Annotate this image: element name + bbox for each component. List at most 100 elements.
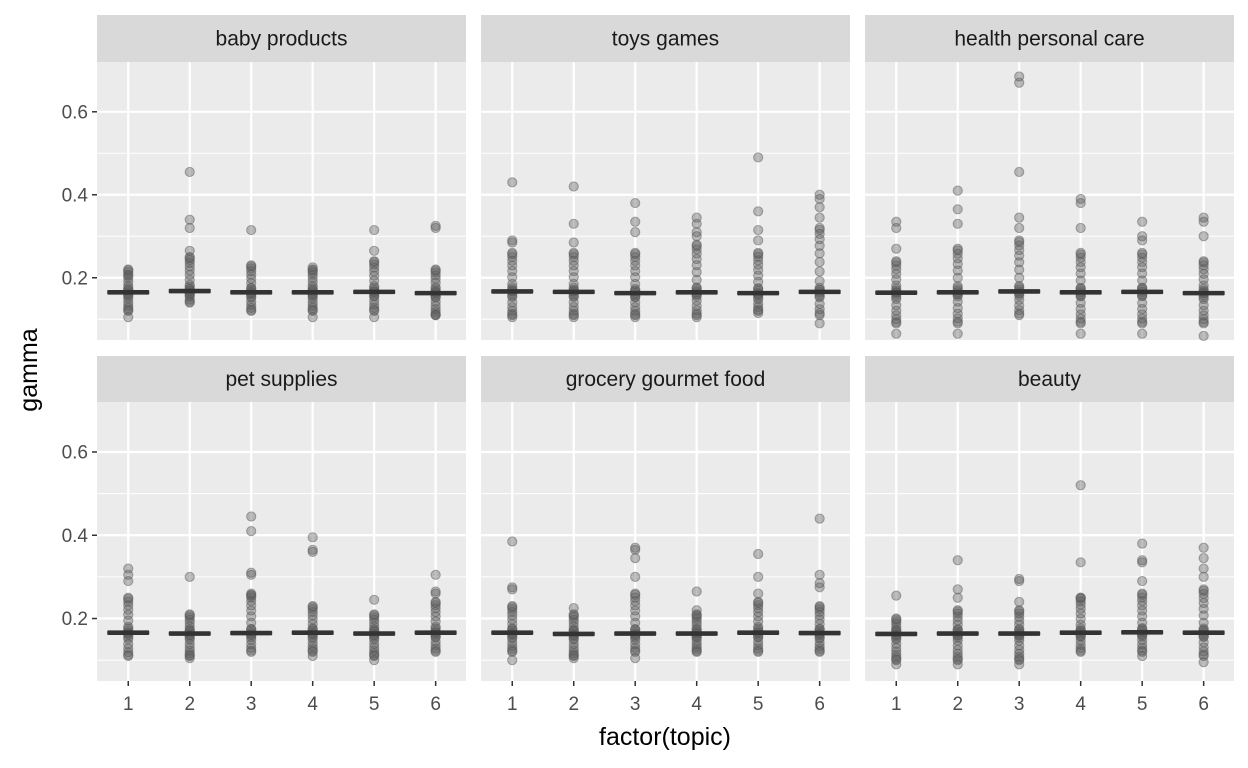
data-point — [891, 659, 902, 670]
data-point — [814, 266, 825, 277]
x-axis-title: factor(topic) — [599, 723, 731, 751]
data-point — [691, 239, 702, 250]
data-point — [507, 584, 518, 595]
data-point — [952, 648, 963, 659]
data-point — [1075, 596, 1086, 607]
data-point — [1137, 642, 1148, 654]
data-point — [1198, 305, 1209, 316]
data-point — [814, 202, 825, 213]
data-point — [507, 637, 518, 648]
data-point — [369, 256, 380, 267]
data-point — [1198, 637, 1209, 648]
data-point — [691, 274, 702, 285]
median-bar — [1121, 289, 1164, 295]
data-point — [753, 270, 764, 281]
facet-panel-2: toys games — [481, 15, 850, 340]
median-bar — [168, 631, 211, 636]
median-bar — [491, 289, 534, 294]
data-point — [1075, 247, 1086, 258]
data-point — [891, 243, 902, 254]
data-point — [753, 600, 764, 611]
data-point — [1198, 649, 1209, 660]
facet-strip — [865, 356, 1234, 402]
x-tick-label: 6 — [430, 694, 441, 715]
data-point — [1198, 592, 1209, 604]
data-point — [1075, 592, 1086, 603]
data-point — [1137, 650, 1148, 662]
facet-panel-3: health personal care — [865, 15, 1234, 341]
data-point — [1075, 328, 1086, 339]
data-point — [952, 608, 963, 619]
x-tick-label: 4 — [307, 694, 318, 715]
data-point — [753, 571, 764, 582]
data-point — [307, 272, 318, 284]
data-point — [507, 600, 518, 612]
data-point — [246, 511, 257, 522]
data-point — [430, 640, 441, 651]
data-point — [891, 328, 902, 339]
data-point — [753, 307, 764, 319]
median-bar — [998, 289, 1041, 294]
data-point — [952, 555, 963, 566]
median-bar — [1182, 630, 1225, 635]
data-point — [952, 218, 963, 229]
data-point — [952, 243, 963, 254]
data-point — [1014, 596, 1025, 607]
data-point — [246, 260, 257, 271]
data-point — [1014, 77, 1025, 88]
facet-panel-4: pet supplies 0.2 0.4 0.6 1 2 3 4 5 6 — [62, 356, 466, 715]
data-point — [814, 513, 825, 524]
data-point — [814, 193, 825, 205]
median-bar — [230, 630, 273, 636]
median-bar — [107, 289, 150, 295]
data-point — [123, 312, 134, 323]
data-point — [246, 224, 257, 236]
median-bar — [491, 630, 534, 635]
data-point — [753, 206, 764, 217]
median-bar — [414, 290, 457, 296]
data-point — [123, 575, 134, 587]
data-point — [184, 609, 195, 620]
data-point — [630, 588, 641, 599]
panel-background — [865, 402, 1234, 681]
data-point — [1137, 575, 1148, 587]
data-point — [952, 584, 963, 595]
data-point — [891, 305, 902, 316]
data-point — [630, 553, 641, 564]
data-point — [307, 546, 318, 558]
data-point — [369, 642, 380, 653]
data-point — [1137, 316, 1148, 327]
data-point — [1075, 197, 1086, 209]
x-tick-label: 3 — [1014, 694, 1025, 715]
facet-strip — [97, 356, 466, 402]
data-point — [123, 615, 134, 626]
data-point — [691, 218, 702, 229]
data-point — [507, 536, 518, 547]
median-bar — [291, 289, 334, 295]
data-point — [814, 256, 825, 268]
data-point — [952, 328, 963, 339]
x-tick-label: 2 — [184, 694, 195, 715]
data-point — [430, 310, 441, 321]
data-point — [952, 272, 963, 283]
panel-background — [865, 62, 1234, 340]
median-bar — [875, 290, 918, 295]
data-point — [568, 652, 579, 664]
data-point — [1075, 222, 1086, 234]
x-tick-label: 1 — [507, 694, 518, 715]
facet-title: baby products — [216, 28, 348, 51]
data-point — [1075, 316, 1086, 327]
data-point — [1014, 212, 1025, 223]
data-point — [369, 609, 380, 620]
data-point — [184, 571, 195, 582]
data-point — [1137, 309, 1148, 320]
median-bar — [1059, 630, 1102, 635]
data-point — [307, 650, 318, 662]
facet-title: pet supplies — [225, 368, 337, 391]
data-point — [568, 265, 579, 277]
data-point — [952, 605, 963, 616]
data-point — [246, 611, 257, 622]
data-point — [891, 590, 902, 601]
data-point — [814, 212, 825, 223]
facet-title: grocery gourmet food — [566, 368, 766, 391]
